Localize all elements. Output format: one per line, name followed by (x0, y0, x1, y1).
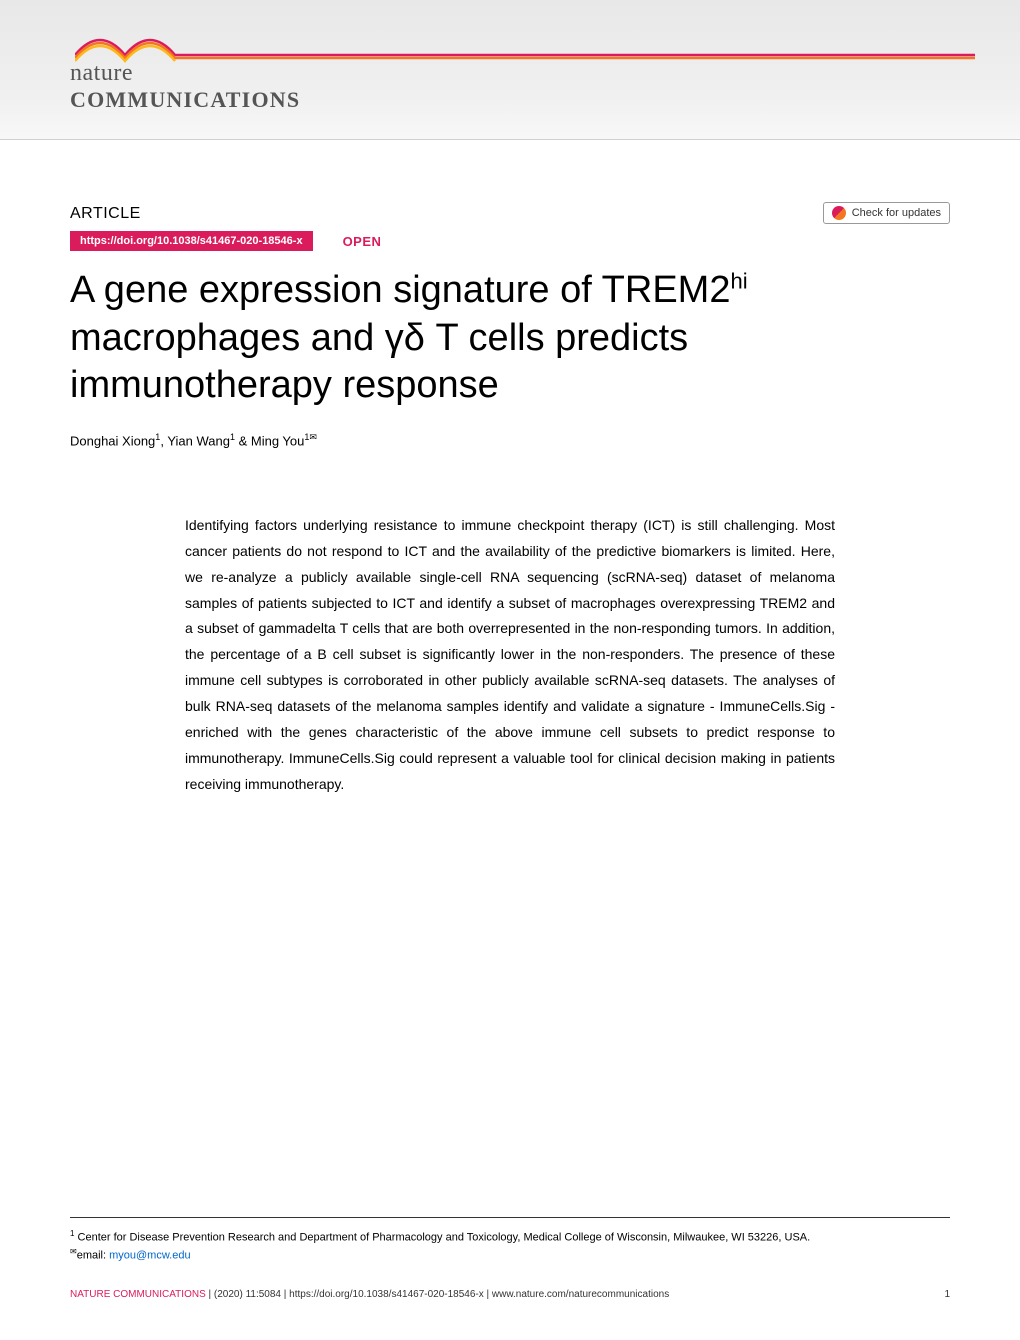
citation-info: | (2020) 11:5084 | https://doi.org/10.10… (206, 1289, 669, 1300)
doi-row: https://doi.org/10.1038/s41467-020-18546… (70, 231, 950, 251)
email-label: email: (77, 1250, 109, 1262)
author-3: Ming You (251, 433, 305, 448)
article-title: A gene expression signature of TREM2hi m… (70, 267, 950, 410)
abstract-text: Identifying factors underlying resistanc… (185, 513, 835, 798)
check-updates-icon (832, 206, 846, 220)
check-updates-button[interactable]: Check for updates (823, 202, 950, 224)
title-part2: macrophages and γδ T cells predicts immu… (70, 317, 688, 407)
doi-link[interactable]: https://doi.org/10.1038/s41467-020-18546… (70, 231, 313, 251)
footer-divider (70, 1217, 950, 1218)
page-footer: 1 Center for Disease Prevention Research… (70, 1217, 950, 1300)
journal-logo: nature COMMUNICATIONS (70, 18, 300, 113)
open-access-label: OPEN (343, 234, 382, 249)
author-list: Donghai Xiong1, Yian Wang1 & Ming You1✉ (70, 432, 950, 448)
article-type-label: ARTICLE (70, 205, 950, 223)
footer-meta: NATURE COMMUNICATIONS | (2020) 11:5084 |… (70, 1289, 950, 1300)
email-icon: ✉ (70, 1247, 77, 1256)
logo-nature-text: nature (70, 60, 300, 87)
affiliation-block: 1 Center for Disease Prevention Research… (70, 1228, 950, 1264)
author-2: Yian Wang (167, 433, 230, 448)
page-number: 1 (944, 1289, 950, 1300)
author-2-aff: 1 (230, 432, 235, 442)
title-part1: A gene expression signature of TREM2 (70, 269, 730, 311)
logo-communications-text: COMMUNICATIONS (70, 87, 300, 113)
email-link[interactable]: myou@mcw.edu (109, 1250, 190, 1262)
affiliation-text: Center for Disease Prevention Research a… (74, 1231, 810, 1243)
corresponding-icon: ✉ (309, 432, 317, 442)
article-content: ARTICLE https://doi.org/10.1038/s41467-0… (0, 140, 1020, 798)
check-updates-label: Check for updates (852, 207, 941, 219)
journal-banner: nature COMMUNICATIONS (0, 0, 1020, 140)
author-1-aff: 1 (155, 432, 160, 442)
author-1: Donghai Xiong (70, 433, 155, 448)
title-superscript: hi (730, 268, 747, 293)
journal-name: NATURE COMMUNICATIONS (70, 1289, 206, 1300)
